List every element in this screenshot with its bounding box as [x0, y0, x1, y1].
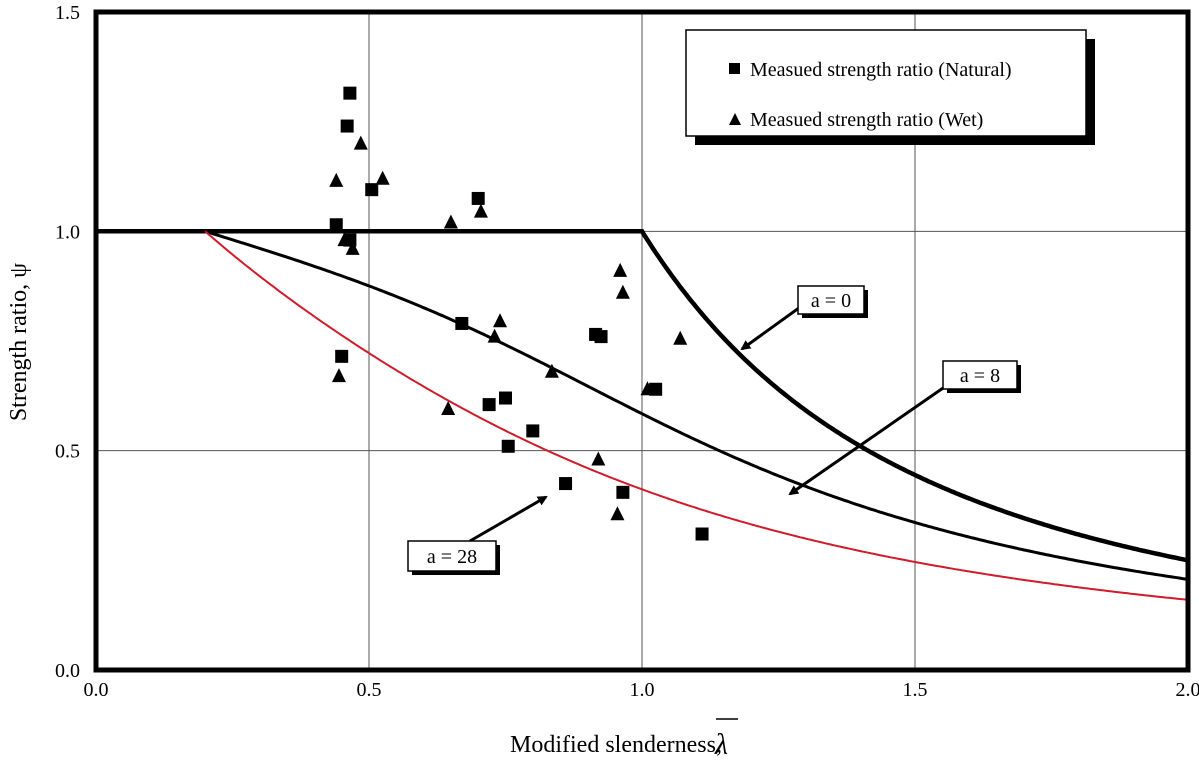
y-tick-label: 1.5 — [55, 2, 80, 24]
natural-point — [482, 398, 496, 412]
wet-point — [329, 172, 344, 187]
wet-point — [613, 262, 628, 277]
annotation-label: a = 0 — [811, 290, 851, 312]
wet-point — [610, 506, 625, 521]
legend-square-marker — [729, 63, 740, 74]
legend-triangle-marker — [729, 113, 741, 125]
x-axis-label: Modified slenderness, — [510, 732, 722, 758]
y-tick-label: 0.0 — [55, 660, 80, 682]
x-tick-label: 0.0 — [84, 679, 109, 701]
natural-point — [695, 527, 709, 541]
x-tick-label: 1.5 — [903, 679, 928, 701]
natural-point — [499, 391, 512, 405]
wet-point — [493, 313, 508, 328]
wet-point — [331, 368, 346, 383]
natural-point — [455, 316, 469, 330]
curve-a-28 — [204, 230, 1189, 601]
annotation-arrow — [469, 495, 548, 543]
annotation-arrow — [788, 384, 947, 496]
data-points — [329, 86, 709, 541]
annotation-box — [942, 360, 1018, 390]
wet-point — [375, 170, 390, 185]
legend: Measued strength ratio (Natural) Measued… — [685, 29, 1095, 145]
natural-point — [365, 183, 379, 197]
wet-point — [591, 451, 606, 466]
wet-point — [345, 240, 360, 255]
curve-annotations: a = 0 a = 8 a = 28 — [407, 285, 1021, 575]
wet-point — [487, 328, 502, 343]
wet-point — [441, 400, 456, 415]
natural-point — [335, 349, 349, 363]
x-tick-label: 1.0 — [630, 679, 655, 701]
natural-point — [501, 439, 515, 453]
legend-box — [685, 29, 1087, 137]
x-axis-symbol: λ — [714, 728, 728, 760]
legend-natural-label: Measued strength ratio (Natural) — [750, 59, 1012, 81]
wet-point — [337, 232, 352, 247]
y-axis-label: Strength ratio, ψ — [6, 263, 32, 421]
tick-labels: 0.0 0.5 1.0 1.5 2.0 0.0 0.5 1.0 1.5 — [55, 2, 1199, 701]
wet-point — [353, 135, 368, 150]
curve-a-0 — [96, 229, 1189, 563]
x-tick-label: 0.5 — [357, 679, 382, 701]
annotation-label: a = 28 — [427, 546, 477, 568]
curves — [96, 229, 1189, 601]
plot-frame — [93, 9, 1191, 673]
annotation-box — [797, 285, 865, 315]
y-tick-label: 1.0 — [55, 221, 80, 243]
natural-point — [329, 218, 343, 232]
wet-point — [615, 284, 630, 299]
y-tick-label: 0.5 — [55, 441, 80, 463]
wet-point — [640, 381, 655, 396]
x-tick-label: 2.0 — [1176, 679, 1199, 701]
wet-point — [443, 214, 458, 229]
annotation-box — [407, 540, 497, 572]
legend-wet-label: Measued strength ratio (Wet) — [750, 109, 983, 131]
natural-point — [616, 485, 630, 499]
wet-point — [544, 363, 559, 378]
curve-a-8 — [204, 229, 1189, 581]
natural-point — [340, 119, 354, 133]
wet-point — [673, 330, 688, 345]
natural-point — [559, 477, 573, 491]
natural-point — [594, 330, 608, 344]
wet-point — [473, 203, 488, 218]
natural-point — [526, 424, 540, 438]
annotation-label: a = 8 — [960, 365, 1000, 387]
natural-point — [343, 86, 357, 100]
natural-point — [471, 191, 485, 205]
